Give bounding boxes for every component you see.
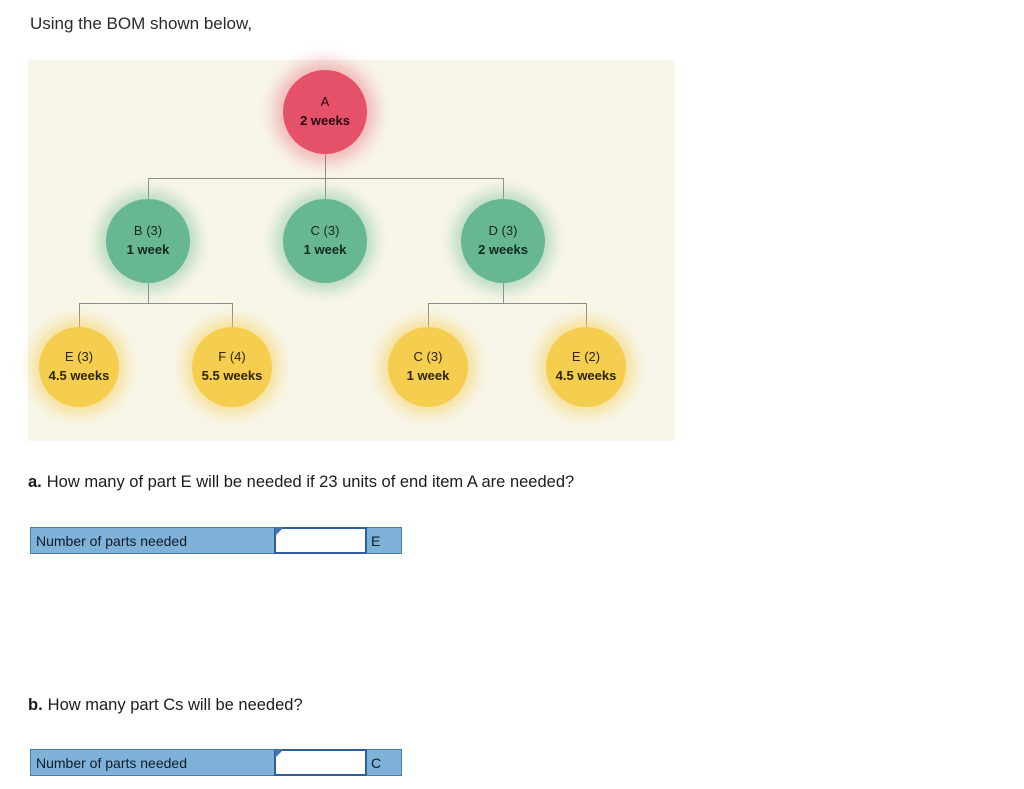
connector-line (428, 303, 587, 304)
connector-line (148, 178, 504, 179)
connector-line (148, 178, 149, 199)
bom-node-e1: E (3) 4.5 weeks (39, 327, 119, 407)
node-name: A (320, 94, 330, 110)
node-name: E (3) (64, 349, 94, 365)
answer-b-label: Number of parts needed (30, 749, 275, 776)
bom-diagram: A 2 weeks B (3) 1 week C (3) 1 week D (3… (28, 60, 675, 441)
connector-line (586, 303, 587, 327)
node-name: D (3) (488, 223, 518, 239)
question-b-text: How many part Cs will be needed? (47, 696, 303, 714)
connector-line (325, 154, 326, 178)
node-leadtime: 2 weeks (478, 242, 528, 257)
question-a-text: How many of part E will be needed if 23 … (46, 473, 575, 491)
node-name: F (4) (218, 349, 246, 365)
connector-line (325, 178, 326, 199)
node-leadtime: 1 week (406, 368, 450, 383)
connector-line (503, 178, 504, 199)
bom-node-d: D (3) 2 weeks (461, 199, 545, 283)
connector-line (428, 303, 429, 327)
bom-node-a: A 2 weeks (283, 70, 367, 154)
question-b: b. How many part Cs will be needed? (28, 696, 303, 715)
intro-text: Using the BOM shown below, (30, 14, 253, 33)
answer-a-input-box (274, 527, 367, 554)
input-caret-icon (275, 749, 284, 758)
bom-node-c: C (3) 1 week (283, 199, 367, 283)
answer-b-input-box (274, 749, 367, 776)
bom-node-b: B (3) 1 week (106, 199, 190, 283)
node-leadtime: 4.5 weeks (48, 368, 110, 383)
node-leadtime: 1 week (303, 242, 347, 257)
node-name: B (3) (133, 223, 163, 239)
question-a-label: a. (28, 473, 42, 491)
node-leadtime: 1 week (126, 242, 170, 257)
connector-line (148, 283, 149, 303)
answer-b-part-label: C (366, 749, 402, 776)
node-name: C (3) (413, 349, 443, 365)
connector-line (503, 283, 504, 303)
node-name: E (2) (571, 349, 601, 365)
answer-row-b: Number of parts needed C (30, 749, 402, 776)
bom-node-c2: C (3) 1 week (388, 327, 468, 407)
answer-a-part-label: E (366, 527, 402, 554)
connector-line (79, 303, 233, 304)
bom-node-e2: E (2) 4.5 weeks (546, 327, 626, 407)
node-leadtime: 2 weeks (300, 113, 350, 128)
question-a: a. How many of part E will be needed if 2… (28, 473, 574, 492)
connector-line (79, 303, 80, 327)
input-caret-icon (275, 527, 284, 536)
answer-a-input[interactable] (276, 529, 365, 552)
answer-row-a: Number of parts needed E (30, 527, 402, 554)
bom-node-f: F (4) 5.5 weeks (192, 327, 272, 407)
node-leadtime: 5.5 weeks (201, 368, 263, 383)
question-b-label: b. (28, 696, 43, 714)
node-leadtime: 4.5 weeks (555, 368, 617, 383)
node-name: C (3) (310, 223, 340, 239)
connector-line (232, 303, 233, 327)
answer-b-input[interactable] (276, 751, 365, 774)
answer-a-label: Number of parts needed (30, 527, 275, 554)
